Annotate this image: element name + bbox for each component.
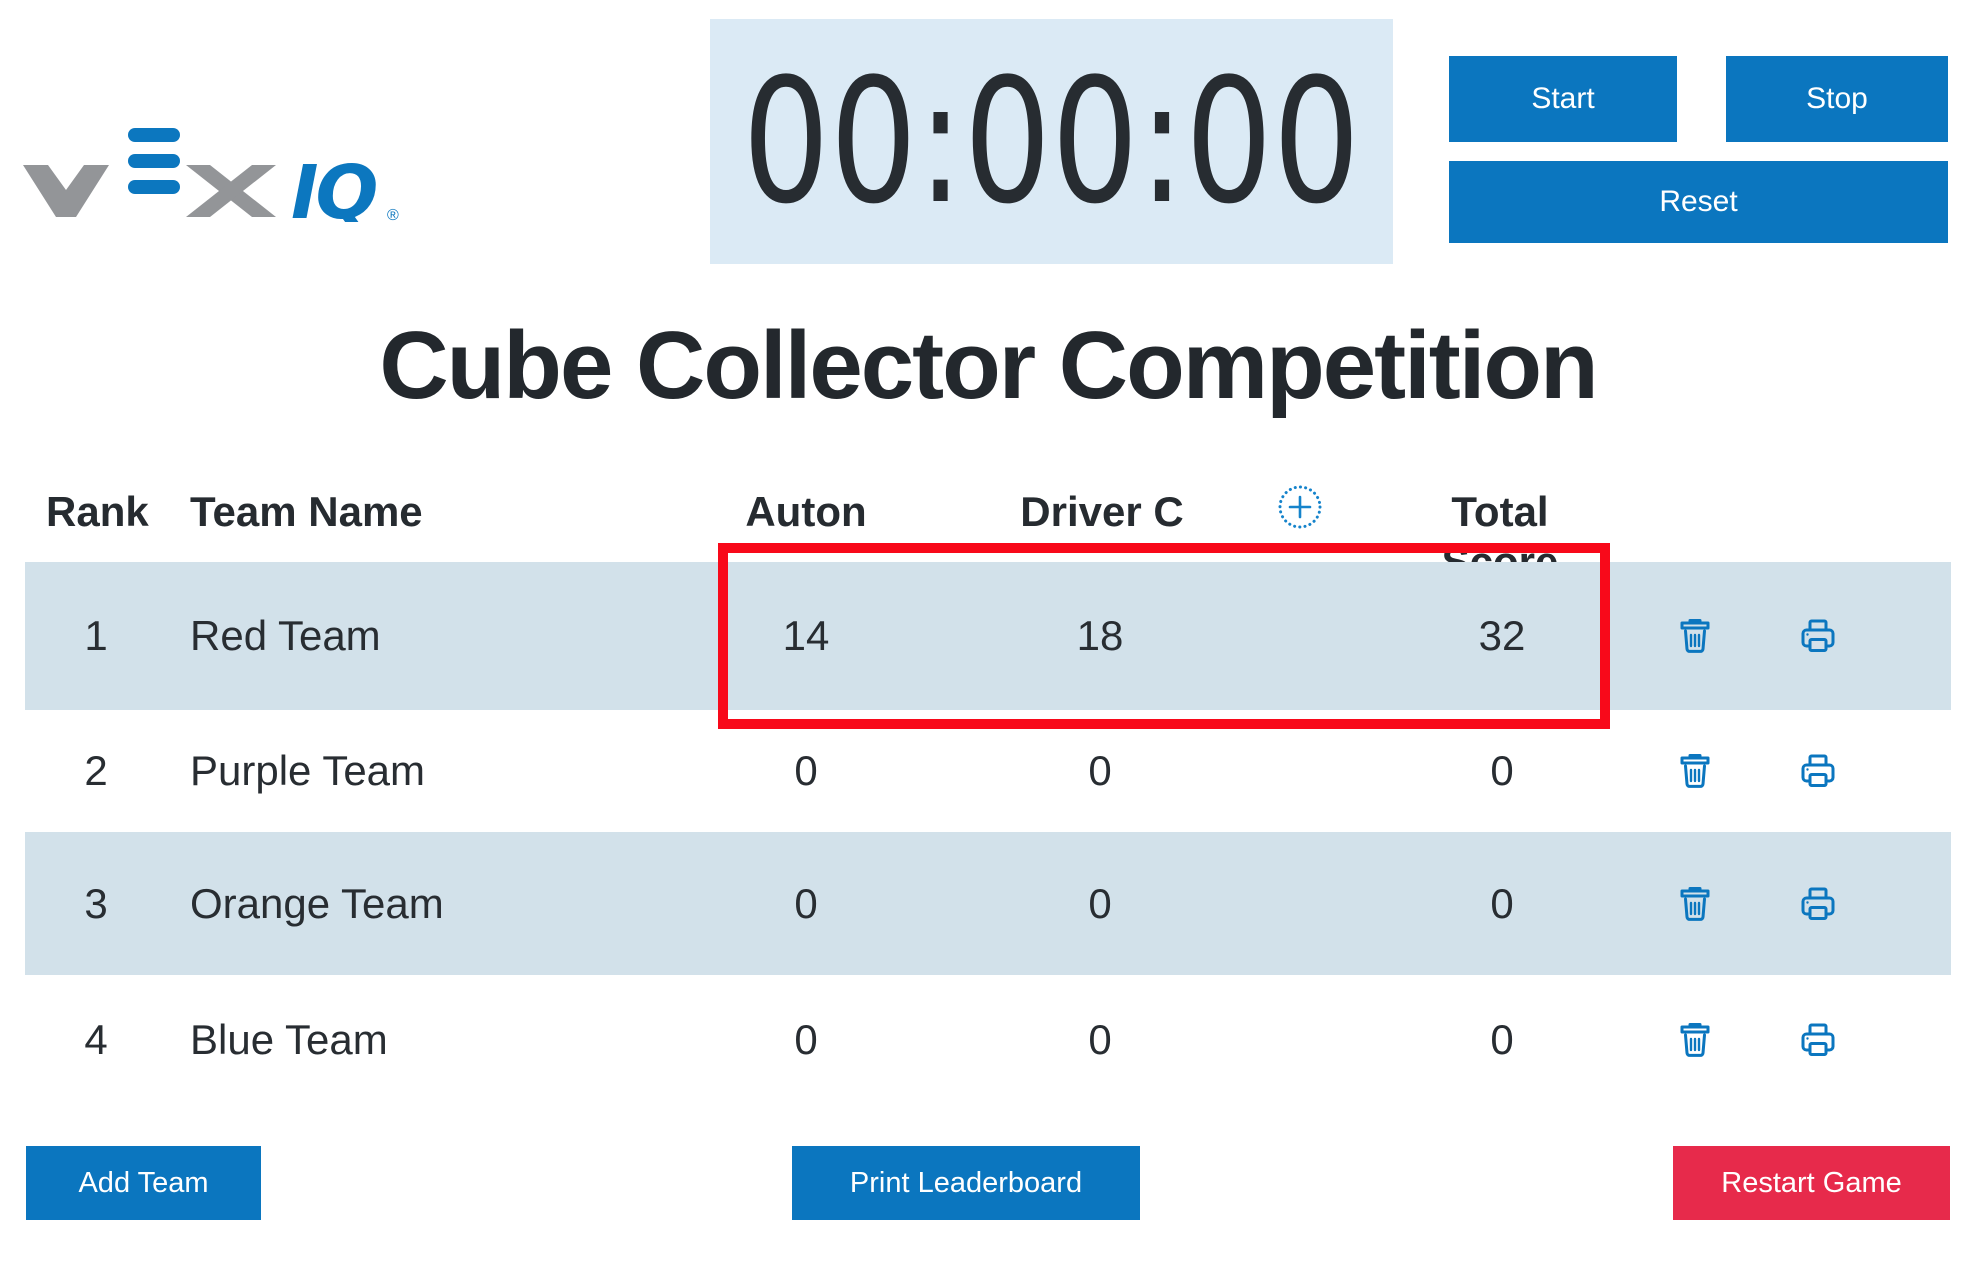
trash-icon	[1680, 1023, 1710, 1057]
table-row: 3 Orange Team 0 0 0	[25, 832, 1951, 975]
auton-score-cell: 0	[794, 1016, 818, 1063]
logo-letter-e-bar-top	[128, 128, 180, 142]
team-name-cell: Blue Team	[190, 1016, 388, 1063]
start-button[interactable]: Start	[1449, 56, 1677, 142]
logo-registered-mark: ®	[387, 207, 399, 222]
column-header-rank: Rank	[46, 488, 149, 535]
trash-icon	[1680, 886, 1710, 921]
vex-iq-logo: IQ ®	[23, 128, 405, 236]
auton-score-cell: 14	[782, 612, 830, 659]
table-row: 1 Red Team 14 18 32	[25, 562, 1951, 710]
timer-value: 00:00:00	[742, 40, 1361, 242]
rank-cell: 4	[84, 1016, 108, 1063]
add-team-button[interactable]: Add Team	[26, 1146, 261, 1220]
logo-letter-v	[23, 165, 109, 217]
rank-cell: 3	[84, 879, 108, 927]
plus-icon	[1278, 485, 1322, 529]
logo-letter-x-stroke2	[186, 165, 276, 217]
add-column-button[interactable]	[1277, 484, 1323, 530]
column-header-total-score: Total Score	[1442, 488, 1559, 585]
print-leaderboard-button[interactable]: Print Leaderboard	[792, 1146, 1140, 1220]
team-name-cell: Red Team	[190, 612, 381, 659]
printer-icon	[1801, 619, 1835, 652]
total-score-cell: 0	[1490, 1016, 1514, 1063]
printer-icon	[1801, 887, 1835, 920]
table-row: 2 Purple Team 0 0 0	[25, 710, 1951, 832]
print-team-button[interactable]	[1796, 832, 1840, 975]
driver-score-cell: 0	[1088, 879, 1112, 927]
auton-score-cell: 0	[794, 747, 818, 794]
printer-icon	[1801, 754, 1835, 787]
total-score-cell: 32	[1478, 612, 1526, 659]
delete-team-button[interactable]	[1673, 710, 1717, 832]
driver-score-cell: 0	[1088, 1016, 1112, 1063]
driver-score-cell: 18	[1076, 612, 1124, 659]
page-title: Cube Collector Competition	[379, 312, 1598, 419]
trash-icon	[1680, 754, 1710, 788]
column-header-driver: Driver C	[1020, 488, 1184, 535]
logo-iq-text: IQ	[291, 150, 377, 222]
delete-team-button[interactable]	[1673, 975, 1717, 1105]
team-name-cell: Orange Team	[190, 879, 444, 927]
driver-score-cell: 0	[1088, 747, 1112, 794]
restart-game-button[interactable]: Restart Game	[1673, 1146, 1950, 1220]
vex-iq-logo-graphic: IQ ®	[23, 128, 399, 236]
total-score-cell: 0	[1490, 879, 1514, 927]
auton-score-cell: 0	[794, 879, 818, 927]
table-row: 4 Blue Team 0 0 0	[25, 975, 1951, 1105]
print-team-button[interactable]	[1796, 975, 1840, 1105]
logo-letter-e-bar-mid	[128, 154, 180, 168]
print-team-button[interactable]	[1796, 562, 1840, 710]
printer-icon	[1801, 1023, 1835, 1056]
reset-button[interactable]: Reset	[1449, 161, 1948, 243]
delete-team-button[interactable]	[1673, 832, 1717, 975]
delete-team-button[interactable]	[1673, 562, 1717, 710]
logo-letter-e-bar-bot	[128, 180, 180, 194]
column-header-auton: Auton	[745, 488, 867, 535]
rank-cell: 1	[84, 612, 108, 659]
rank-cell: 2	[84, 747, 108, 794]
print-team-button[interactable]	[1796, 710, 1840, 832]
total-score-cell: 0	[1490, 747, 1514, 794]
trash-icon	[1680, 619, 1710, 653]
column-header-team-name: Team Name	[190, 488, 423, 535]
timer-display: 00:00:00	[710, 19, 1393, 264]
team-name-cell: Purple Team	[190, 747, 426, 794]
stop-button[interactable]: Stop	[1726, 56, 1948, 142]
